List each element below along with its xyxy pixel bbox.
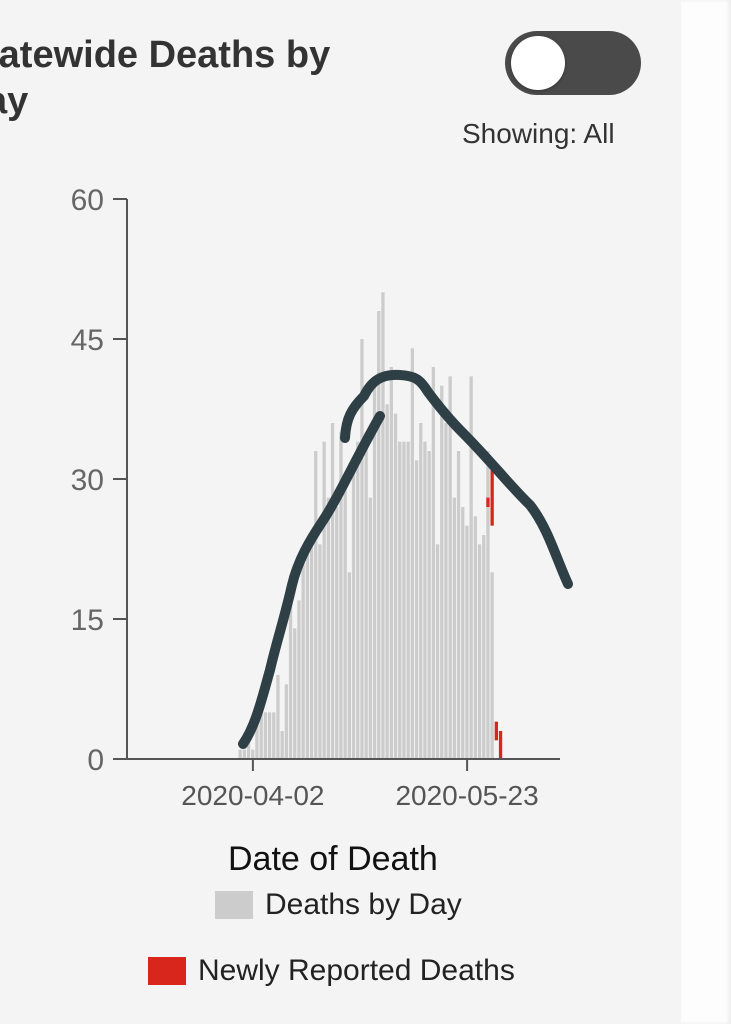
- bar: [322, 441, 326, 759]
- bar: [309, 535, 314, 759]
- chart-panel: tatewide Deaths by ay Showing: All 0 15 30…: [0, 0, 681, 1024]
- bar: [246, 740, 251, 759]
- bar: [448, 376, 452, 759]
- bar: [477, 544, 482, 759]
- showing-status: Showing: All: [462, 118, 615, 149]
- bar: [326, 497, 330, 759]
- bar: [272, 712, 276, 759]
- bar: [461, 507, 465, 759]
- bar: [414, 460, 419, 759]
- x-tick-label: 2020-05-23: [395, 780, 538, 811]
- deaths-bar-chart: 0 15 30 45 60 2020-04-02 2020-05-23: [71, 184, 573, 811]
- bar: [398, 441, 402, 759]
- bar: [318, 544, 322, 759]
- bar: [486, 451, 490, 759]
- bar: [293, 628, 297, 759]
- bar: [284, 684, 288, 759]
- bar: [267, 712, 272, 759]
- y-tick-label: 30: [71, 464, 104, 497]
- bar: [301, 553, 305, 759]
- bar: [389, 367, 393, 759]
- bar: [330, 423, 335, 759]
- side-strip: [681, 0, 731, 1024]
- x-axis-label: Date of Death: [228, 840, 438, 878]
- new-deaths-bar: [486, 497, 490, 507]
- bar: [469, 376, 473, 759]
- bar: [255, 721, 259, 759]
- bar: [238, 749, 242, 759]
- bar: [393, 413, 398, 759]
- bar: [356, 441, 360, 759]
- show-all-toggle[interactable]: [505, 31, 641, 95]
- legend-swatch-newly-reported: [148, 957, 186, 985]
- chart-title: tatewide Deaths by ay: [0, 32, 426, 124]
- bar: [444, 423, 448, 759]
- bar: [372, 376, 377, 759]
- bar: [419, 423, 423, 759]
- bar: [280, 731, 284, 759]
- bar: [406, 441, 410, 759]
- bar: [381, 292, 385, 759]
- bar: [465, 525, 469, 759]
- y-tick-label: 45: [71, 324, 104, 357]
- bar: [297, 600, 301, 759]
- bar: [339, 432, 343, 759]
- legend-label-newly-reported: Newly Reported Deaths: [198, 954, 515, 987]
- bar: [251, 749, 255, 759]
- new-deaths-bar: [498, 731, 503, 759]
- bar: [456, 451, 461, 759]
- legend-deaths-by-day: Deaths by Day: [215, 888, 462, 922]
- bar: [452, 497, 456, 759]
- bar: [402, 441, 406, 759]
- legend-swatch-deaths-by-day: [215, 891, 253, 919]
- annotation-curve-peak: [340, 369, 573, 589]
- bar: [263, 712, 267, 759]
- new-deaths-bar: [494, 721, 498, 741]
- bar: [385, 404, 389, 759]
- annotation-curve-rising: [238, 411, 385, 749]
- new-deaths-bar: [490, 469, 494, 526]
- bar: [347, 572, 351, 759]
- bar: [343, 488, 347, 759]
- bar: [364, 432, 368, 759]
- y-tick-label: 15: [71, 604, 104, 637]
- bar: [377, 311, 381, 759]
- bar: [351, 460, 356, 759]
- bar: [410, 348, 414, 759]
- bar: [431, 367, 435, 759]
- title-line-1: tatewide Deaths by: [0, 34, 331, 76]
- bar: [259, 712, 263, 759]
- bar: [368, 497, 372, 759]
- bar: [427, 451, 431, 759]
- bar: [473, 516, 477, 759]
- title-line-2: ay: [0, 80, 29, 122]
- toggle-knob: [511, 36, 565, 90]
- bar: [482, 535, 486, 759]
- bar: [288, 591, 293, 759]
- y-tick-label: 0: [87, 744, 104, 777]
- bar: [314, 451, 318, 759]
- y-tick-label: 60: [71, 184, 104, 217]
- bar: [242, 749, 246, 759]
- bar: [490, 572, 494, 759]
- bar: [276, 675, 280, 759]
- bar: [335, 507, 339, 759]
- bar: [360, 339, 364, 759]
- bar: [435, 544, 440, 759]
- bar: [440, 385, 444, 759]
- bar: [305, 553, 309, 759]
- x-tick-label: 2020-04-02: [181, 780, 324, 811]
- legend-newly-reported: Newly Reported Deaths: [148, 954, 515, 988]
- legend-label-deaths-by-day: Deaths by Day: [265, 888, 462, 921]
- bar: [423, 441, 427, 759]
